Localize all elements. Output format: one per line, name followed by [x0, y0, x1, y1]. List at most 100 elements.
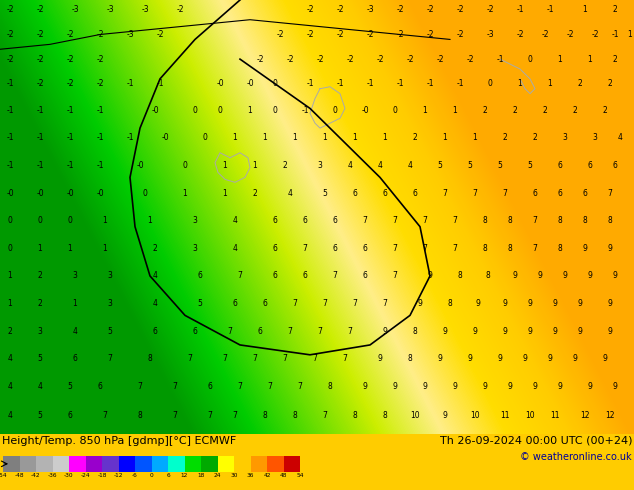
Text: 2: 2	[612, 5, 618, 14]
Text: 4: 4	[37, 382, 42, 391]
Text: 9: 9	[522, 354, 527, 363]
Text: 1: 1	[628, 30, 632, 39]
Text: 7: 7	[288, 327, 292, 336]
Text: 24: 24	[214, 473, 221, 478]
Text: 7: 7	[363, 216, 368, 225]
Text: 2: 2	[543, 106, 547, 115]
Text: 7: 7	[283, 354, 287, 363]
Text: 4: 4	[288, 189, 292, 197]
Text: 4: 4	[8, 382, 13, 391]
Text: 7: 7	[238, 271, 242, 280]
Text: -1: -1	[96, 106, 104, 115]
Text: 7: 7	[443, 189, 448, 197]
Text: -1: -1	[456, 79, 463, 88]
Text: -0: -0	[6, 189, 14, 197]
Text: 1: 1	[583, 5, 587, 14]
Text: -2: -2	[456, 5, 463, 14]
Text: -3: -3	[126, 30, 134, 39]
Text: -54: -54	[0, 473, 8, 478]
Text: 1: 1	[453, 106, 457, 115]
Text: 1: 1	[73, 299, 77, 308]
Text: 7: 7	[453, 244, 458, 253]
Text: 8: 8	[383, 412, 387, 420]
Bar	[69, 456, 86, 472]
Text: -3: -3	[71, 5, 79, 14]
Text: -1: -1	[306, 79, 314, 88]
Text: 8: 8	[508, 216, 512, 225]
Text: 3: 3	[37, 327, 42, 336]
Text: -2: -2	[346, 54, 354, 64]
Text: 1: 1	[252, 161, 257, 170]
Text: 7: 7	[323, 299, 327, 308]
Text: 36: 36	[247, 473, 254, 478]
Text: 7: 7	[238, 382, 242, 391]
Text: 8: 8	[607, 216, 612, 225]
Text: 0: 0	[333, 106, 337, 115]
Text: 9: 9	[548, 354, 552, 363]
Text: 4: 4	[8, 354, 13, 363]
Text: -0: -0	[361, 106, 369, 115]
Text: 9: 9	[607, 327, 612, 336]
Bar	[36, 456, 53, 472]
Text: 6: 6	[363, 244, 368, 253]
Text: -1: -1	[6, 106, 14, 115]
Text: 9: 9	[453, 382, 458, 391]
Text: 1: 1	[8, 299, 13, 308]
Text: 7: 7	[313, 354, 318, 363]
Text: -2: -2	[36, 5, 44, 14]
Text: 5: 5	[323, 189, 327, 197]
Bar	[283, 456, 300, 472]
Text: 2: 2	[252, 189, 257, 197]
Text: 7: 7	[323, 412, 327, 420]
Text: 6: 6	[353, 189, 358, 197]
Text: 0: 0	[217, 106, 223, 115]
Text: -0: -0	[96, 189, 104, 197]
Text: 8: 8	[482, 244, 488, 253]
Text: 0: 0	[488, 79, 493, 88]
Text: 1: 1	[223, 189, 228, 197]
Text: 9: 9	[578, 327, 583, 336]
Text: -2: -2	[66, 54, 74, 64]
Text: 0: 0	[392, 106, 398, 115]
Text: 6: 6	[257, 327, 262, 336]
Text: 1: 1	[233, 133, 237, 143]
Text: 4: 4	[233, 244, 238, 253]
Text: -2: -2	[426, 5, 434, 14]
Text: 6: 6	[302, 216, 307, 225]
Text: -2: -2	[176, 5, 184, 14]
Text: 8: 8	[482, 216, 488, 225]
Text: 3: 3	[108, 299, 112, 308]
Text: -2: -2	[36, 79, 44, 88]
Text: 8: 8	[353, 412, 358, 420]
Text: 2: 2	[413, 133, 417, 143]
Text: -2: -2	[36, 54, 44, 64]
Text: 9: 9	[562, 271, 567, 280]
Text: 7: 7	[297, 382, 302, 391]
Text: 10: 10	[525, 412, 535, 420]
Text: 6: 6	[413, 189, 417, 197]
Text: 9: 9	[363, 382, 368, 391]
Text: 6: 6	[98, 382, 103, 391]
Text: 7: 7	[108, 354, 112, 363]
Text: 9: 9	[527, 299, 533, 308]
Bar	[168, 456, 184, 472]
Text: -2: -2	[66, 79, 74, 88]
Text: 8: 8	[138, 412, 143, 420]
Text: 9: 9	[437, 354, 443, 363]
Text: -2: -2	[436, 54, 444, 64]
Text: 10: 10	[470, 412, 480, 420]
Text: 11: 11	[500, 412, 510, 420]
Text: -2: -2	[256, 54, 264, 64]
Text: 7: 7	[223, 354, 228, 363]
Text: 8: 8	[448, 299, 453, 308]
Text: 42: 42	[263, 473, 271, 478]
Text: 1: 1	[37, 244, 42, 253]
Text: 8: 8	[262, 412, 268, 420]
Text: 1: 1	[383, 133, 387, 143]
Text: 4: 4	[233, 216, 238, 225]
Text: 9: 9	[443, 327, 448, 336]
Text: 7: 7	[188, 354, 193, 363]
Text: -2: -2	[276, 30, 284, 39]
Text: 7: 7	[103, 412, 107, 420]
Text: -2: -2	[376, 54, 384, 64]
